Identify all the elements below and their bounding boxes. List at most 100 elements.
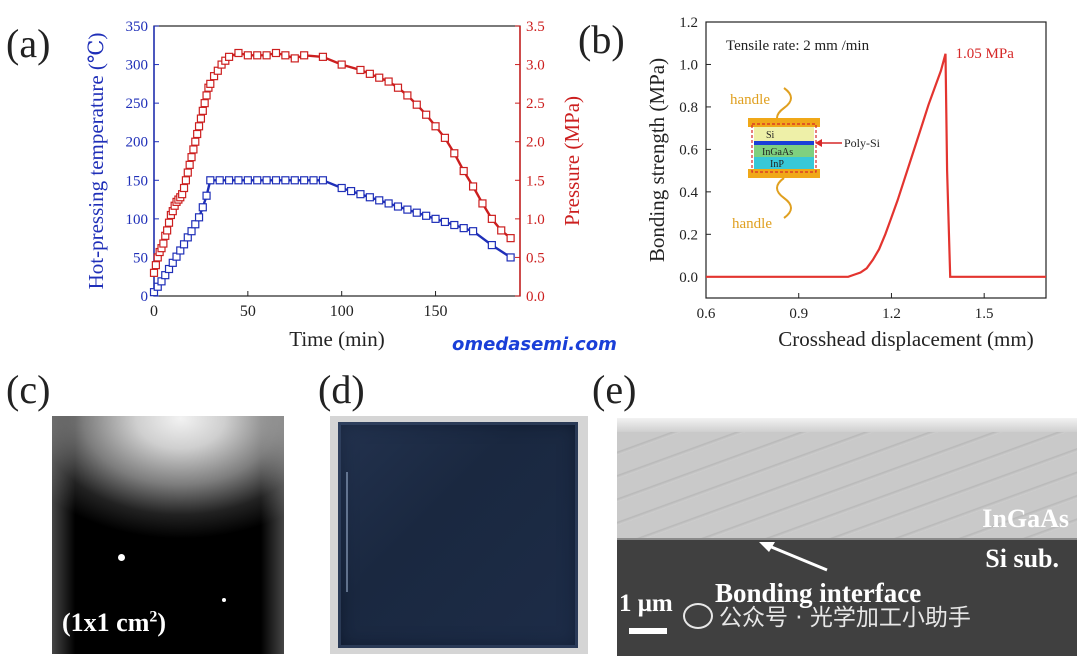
x-tick-label: 1.2 bbox=[882, 306, 901, 322]
panel-a-label: (a) bbox=[6, 21, 51, 66]
data-point-temperature bbox=[215, 176, 224, 185]
series-line-bonding-strength bbox=[706, 53, 1046, 278]
data-point-temperature bbox=[487, 240, 496, 250]
data-point-pressure bbox=[202, 91, 211, 100]
data-point-pressure bbox=[356, 65, 365, 75]
y-left-tick-label: 300 bbox=[126, 58, 149, 74]
data-point-pressure bbox=[431, 122, 440, 131]
x-tick-label: 0.6 bbox=[697, 306, 716, 322]
wechat-icon bbox=[683, 603, 713, 629]
data-point-temperature bbox=[403, 205, 412, 214]
arrow-shaft bbox=[768, 544, 828, 572]
data-point-pressure bbox=[189, 145, 198, 154]
data-point-pressure bbox=[179, 183, 189, 193]
data-point-temperature bbox=[179, 240, 189, 249]
inset-dashed-box bbox=[751, 123, 817, 173]
x-axis-label: Time (min) bbox=[289, 327, 384, 351]
y-right-tick-label: 0.0 bbox=[526, 289, 545, 305]
data-point-pressure bbox=[196, 114, 206, 123]
data-point-pressure bbox=[375, 73, 384, 82]
x-tick-label: 100 bbox=[330, 303, 354, 320]
data-point-temperature bbox=[224, 176, 234, 185]
data-point-pressure bbox=[200, 99, 209, 108]
panel-d-label: (d) bbox=[318, 367, 365, 412]
inset-ingaas-label: InGaAs bbox=[762, 147, 793, 158]
y-right-tick-label: 1.0 bbox=[526, 212, 545, 228]
y-right-tick-label: 3.0 bbox=[526, 58, 545, 74]
y-left-tick-label: 200 bbox=[126, 135, 149, 151]
data-point-temperature bbox=[440, 217, 450, 227]
photo-d bbox=[330, 416, 588, 654]
data-point-pressure bbox=[234, 48, 243, 58]
photo-e-ingaas-layer bbox=[617, 432, 1077, 538]
data-point-pressure bbox=[506, 234, 515, 243]
data-point-pressure bbox=[300, 51, 309, 60]
photo-c-dot bbox=[222, 598, 226, 602]
data-point-pressure bbox=[163, 226, 172, 235]
y-left-tick-label: 250 bbox=[126, 96, 149, 112]
data-point-temperature bbox=[450, 220, 459, 230]
data-point-pressure bbox=[290, 54, 299, 63]
data-point-pressure bbox=[193, 129, 202, 139]
photo-e: InGaAs Si sub. Bonding interface 1 μm 公众… bbox=[617, 418, 1077, 656]
y-left-tick-label: 0 bbox=[141, 289, 149, 305]
x-tick-label: 0 bbox=[150, 303, 158, 320]
data-point-pressure bbox=[181, 176, 191, 185]
inset-ingaas-layer bbox=[754, 145, 814, 157]
data-point-temperature bbox=[271, 176, 281, 185]
x-axis-label: Crosshead displacement (mm) bbox=[778, 327, 1033, 351]
inset-si-layer bbox=[754, 127, 814, 141]
data-point-pressure bbox=[318, 52, 328, 61]
data-point-pressure bbox=[478, 199, 487, 208]
inset-handle-bottom-wire bbox=[776, 177, 792, 219]
photo-d-sheen bbox=[338, 422, 578, 648]
inset-inp-layer bbox=[754, 157, 814, 169]
data-point-temperature bbox=[243, 176, 252, 185]
photo-c-caption-main: (1x1 cm bbox=[62, 608, 150, 637]
y-tick-label: 1.0 bbox=[679, 57, 698, 73]
data-point-pressure bbox=[271, 48, 281, 58]
photo-c-caption-sup: 2 bbox=[149, 608, 158, 626]
y-left-axis-label: Hot-pressing temperature (℃) bbox=[84, 33, 108, 290]
y-tick-label: 0.2 bbox=[679, 227, 698, 243]
data-point-temperature bbox=[206, 176, 215, 185]
inset-polysi-label: Poly-Si bbox=[844, 136, 881, 150]
photo-c-glow bbox=[52, 416, 284, 546]
data-point-temperature bbox=[337, 183, 346, 193]
y-right-axis-label: Pressure (MPa) bbox=[560, 96, 584, 226]
data-point-pressure bbox=[365, 69, 374, 78]
photo-e-interface-line bbox=[617, 538, 1077, 540]
data-point-temperature bbox=[506, 253, 515, 262]
data-point-temperature bbox=[253, 176, 262, 185]
y-right-tick-label: 2.0 bbox=[526, 135, 545, 151]
photo-c: (1x1 cm2) bbox=[52, 416, 284, 654]
data-point-pressure bbox=[384, 77, 393, 86]
data-point-temperature bbox=[187, 227, 196, 236]
data-point-temperature bbox=[365, 193, 374, 202]
y-left-tick-label: 100 bbox=[126, 212, 149, 228]
y-left-tick-label: 50 bbox=[133, 250, 148, 266]
data-point-pressure bbox=[497, 226, 506, 235]
data-point-pressure bbox=[422, 110, 431, 119]
data-point-temperature bbox=[191, 220, 200, 229]
photo-d-wafer bbox=[338, 422, 578, 648]
photo-e-scalebar bbox=[629, 628, 667, 634]
y-right-tick-label: 3.5 bbox=[526, 19, 545, 35]
data-point-pressure bbox=[487, 214, 496, 223]
data-point-pressure bbox=[187, 153, 196, 162]
chart-a: 0 50 100 150 0 50 100 150 200 250 300 350 0.0 0.5 1.0 1… bbox=[84, 19, 584, 351]
data-point-pressure bbox=[281, 51, 290, 60]
y-tick-label: 0.0 bbox=[679, 270, 698, 286]
inset-inp-label: InP bbox=[770, 159, 784, 170]
y-right-tick-label: 2.5 bbox=[526, 96, 545, 112]
data-point-temperature bbox=[422, 211, 431, 220]
photo-e-scalebar-label: 1 μm bbox=[619, 590, 673, 617]
inset-si-label: Si bbox=[766, 130, 775, 141]
photo-c-vignette bbox=[52, 416, 284, 654]
inset-handle-bottom bbox=[748, 169, 820, 178]
data-point-pressure bbox=[194, 122, 204, 131]
photo-e-label-interface: Bonding interface bbox=[715, 578, 922, 608]
data-point-pressure bbox=[337, 60, 346, 69]
data-point-temperature bbox=[459, 224, 468, 233]
photo-c-dot bbox=[118, 554, 125, 561]
